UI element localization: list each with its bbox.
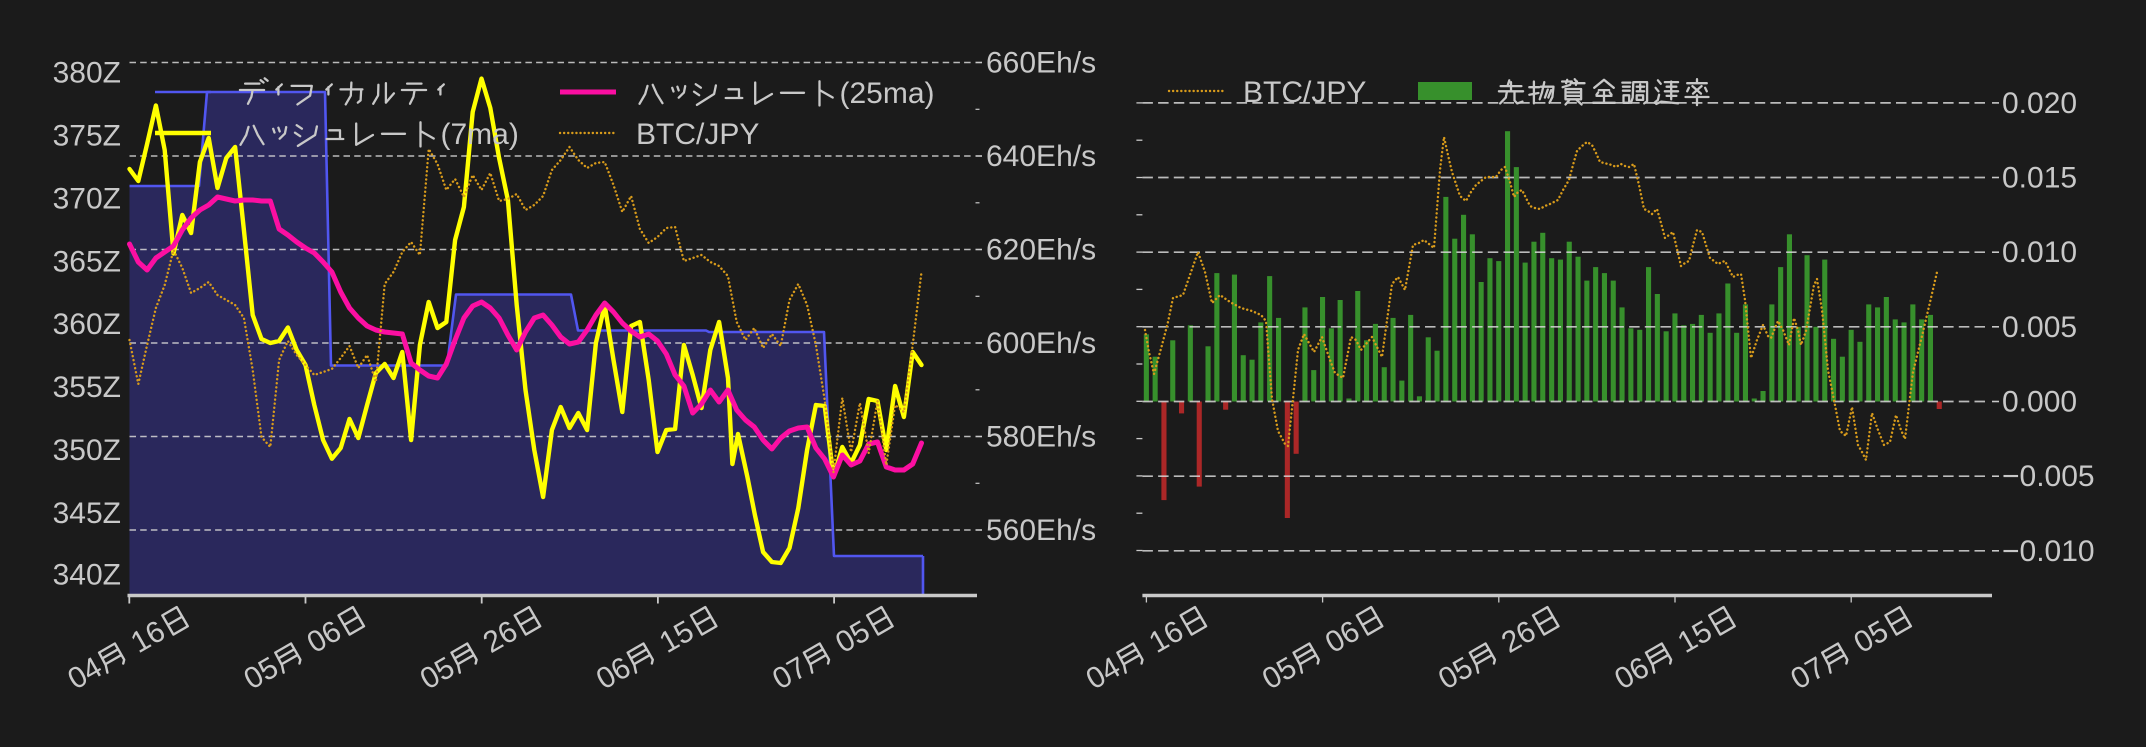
svg-text:600Eh/s: 600Eh/s (986, 327, 1096, 360)
svg-text:0.000: 0.000 (2002, 386, 2077, 419)
svg-text:(7ma): (7ma) (441, 118, 519, 151)
svg-text:660Eh/s: 660Eh/s (986, 47, 1096, 80)
svg-text:−0.005: −0.005 (2002, 460, 2095, 493)
svg-text:365Z: 365Z (53, 245, 121, 278)
svg-text:560Eh/s: 560Eh/s (986, 514, 1096, 547)
svg-text:0.005: 0.005 (2002, 311, 2077, 344)
svg-text:580Eh/s: 580Eh/s (986, 421, 1096, 454)
svg-text:BTC/JPY: BTC/JPY (1243, 76, 1366, 109)
svg-text:640Eh/s: 640Eh/s (986, 140, 1096, 173)
svg-text:370Z: 370Z (53, 183, 121, 216)
svg-text:360Z: 360Z (53, 308, 121, 341)
svg-text:620Eh/s: 620Eh/s (986, 234, 1096, 267)
svg-text:−0.010: −0.010 (2002, 535, 2095, 568)
svg-text:345Z: 345Z (53, 497, 121, 530)
svg-text:355Z: 355Z (53, 371, 121, 404)
svg-text:(25ma): (25ma) (840, 77, 935, 110)
svg-text:0.015: 0.015 (2002, 162, 2077, 195)
svg-text:340Z: 340Z (53, 559, 121, 592)
svg-text:0.020: 0.020 (2002, 87, 2077, 120)
svg-text:375Z: 375Z (53, 120, 121, 153)
svg-text:350Z: 350Z (53, 434, 121, 467)
svg-text:BTC/JPY: BTC/JPY (636, 118, 759, 151)
svg-text:0.010: 0.010 (2002, 236, 2077, 269)
svg-text:380Z: 380Z (53, 57, 121, 90)
